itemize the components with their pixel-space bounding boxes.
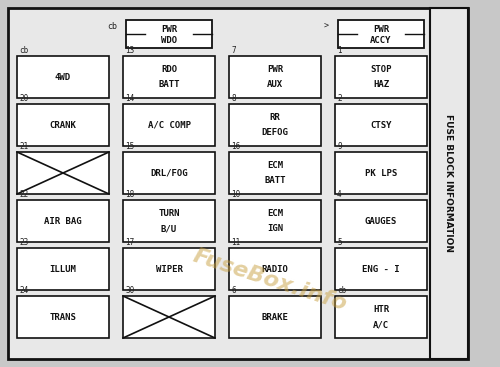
- Text: GAUGES: GAUGES: [365, 217, 397, 225]
- Text: 11: 11: [231, 238, 240, 247]
- Text: DRL/FOG: DRL/FOG: [150, 168, 188, 178]
- Text: STOP: STOP: [370, 65, 392, 74]
- Text: 2: 2: [337, 94, 342, 103]
- Text: CTSY: CTSY: [370, 120, 392, 130]
- Text: BRAKE: BRAKE: [262, 312, 288, 321]
- Text: 1: 1: [337, 46, 342, 55]
- Bar: [17, 248, 109, 290]
- Bar: [335, 56, 427, 98]
- Text: DEFOG: DEFOG: [262, 128, 288, 137]
- Bar: [17, 104, 109, 146]
- Text: 14: 14: [125, 94, 134, 103]
- Text: PWR: PWR: [161, 25, 177, 34]
- Text: AUX: AUX: [267, 80, 283, 89]
- Text: A/C: A/C: [373, 320, 389, 329]
- Text: cb: cb: [107, 22, 117, 31]
- Text: 16: 16: [231, 142, 240, 151]
- Text: 22: 22: [19, 190, 28, 199]
- Bar: [123, 56, 215, 98]
- Text: cb: cb: [337, 286, 346, 295]
- Bar: [229, 296, 321, 338]
- Text: ECM: ECM: [267, 161, 283, 170]
- Bar: [126, 20, 212, 48]
- Text: 8: 8: [231, 94, 235, 103]
- Text: 20: 20: [19, 94, 28, 103]
- Text: TURN: TURN: [158, 209, 180, 218]
- Bar: [335, 152, 427, 194]
- Text: 18: 18: [125, 190, 134, 199]
- Text: 23: 23: [19, 238, 28, 247]
- Text: PWR: PWR: [373, 25, 389, 34]
- Text: ECM: ECM: [267, 209, 283, 218]
- Text: AIR BAG: AIR BAG: [44, 217, 82, 225]
- Text: RDO: RDO: [161, 65, 177, 74]
- Text: 9: 9: [337, 142, 342, 151]
- Text: BATT: BATT: [264, 176, 286, 185]
- Text: 4: 4: [337, 190, 342, 199]
- Bar: [123, 200, 215, 242]
- Bar: [229, 200, 321, 242]
- Bar: [17, 56, 109, 98]
- Text: IGN: IGN: [267, 224, 283, 233]
- Text: FuseBox.info: FuseBox.info: [190, 246, 350, 315]
- Bar: [229, 104, 321, 146]
- Text: 7: 7: [231, 46, 235, 55]
- Bar: [335, 248, 427, 290]
- Bar: [123, 152, 215, 194]
- Text: 6: 6: [231, 286, 235, 295]
- Bar: [335, 104, 427, 146]
- Bar: [338, 20, 424, 48]
- Bar: [123, 248, 215, 290]
- Text: 30: 30: [125, 286, 134, 295]
- Text: 4WD: 4WD: [55, 73, 71, 81]
- Text: B/U: B/U: [161, 224, 177, 233]
- Text: HAZ: HAZ: [373, 80, 389, 89]
- Bar: [229, 152, 321, 194]
- Text: RADIO: RADIO: [262, 265, 288, 273]
- Text: ILLUM: ILLUM: [50, 265, 76, 273]
- Bar: [123, 296, 215, 338]
- Text: 15: 15: [125, 142, 134, 151]
- Text: A/C COMP: A/C COMP: [148, 120, 190, 130]
- Text: RR: RR: [270, 113, 280, 122]
- Text: HTR: HTR: [373, 305, 389, 314]
- Bar: [17, 200, 109, 242]
- Text: ACCY: ACCY: [370, 36, 392, 45]
- Text: >: >: [324, 22, 329, 31]
- Text: 5: 5: [337, 238, 342, 247]
- Bar: [229, 56, 321, 98]
- Bar: [229, 248, 321, 290]
- Bar: [430, 8, 468, 359]
- Bar: [123, 104, 215, 146]
- Text: 21: 21: [19, 142, 28, 151]
- Text: 17: 17: [125, 238, 134, 247]
- Text: 13: 13: [125, 46, 134, 55]
- Text: 10: 10: [231, 190, 240, 199]
- Text: WIPER: WIPER: [156, 265, 182, 273]
- Bar: [17, 152, 109, 194]
- Bar: [335, 296, 427, 338]
- Text: CRANK: CRANK: [50, 120, 76, 130]
- Bar: [335, 200, 427, 242]
- Text: WDO: WDO: [161, 36, 177, 45]
- Text: cb: cb: [19, 46, 28, 55]
- Text: 24: 24: [19, 286, 28, 295]
- Text: BATT: BATT: [158, 80, 180, 89]
- Text: ENG - I: ENG - I: [362, 265, 400, 273]
- Text: PK LPS: PK LPS: [365, 168, 397, 178]
- Text: TRANS: TRANS: [50, 312, 76, 321]
- Text: FUSE BLOCK INFORMATION: FUSE BLOCK INFORMATION: [444, 114, 454, 252]
- Text: PWR: PWR: [267, 65, 283, 74]
- Bar: [17, 296, 109, 338]
